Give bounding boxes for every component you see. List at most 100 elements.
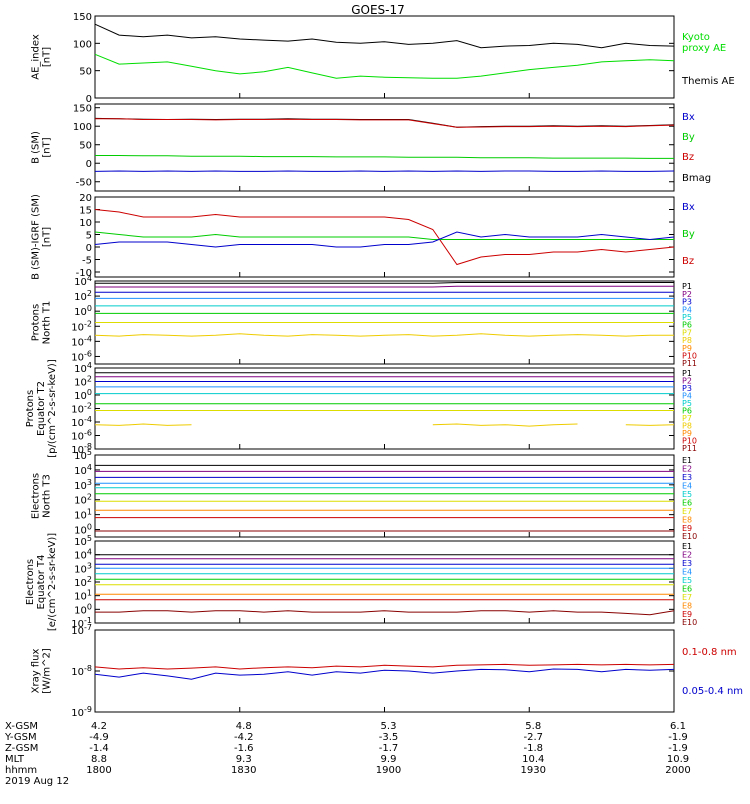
tick-value: 2000 [665, 765, 690, 776]
series-line-0-05-0-4-nm [95, 669, 674, 679]
y-tick-label: 15 [79, 206, 92, 217]
legend-entry: Kyoto [682, 32, 710, 43]
tick-value: 4.2 [91, 721, 107, 732]
y-tick-label: 10-4 [71, 415, 92, 429]
tick-value: 1830 [231, 765, 256, 776]
tick-value: -1.9 [668, 732, 688, 743]
y-tick-label: 100 [74, 388, 92, 402]
legend-entry: P11 [682, 359, 697, 368]
y-tick-label: 100 [73, 122, 92, 133]
series-line-p1 [95, 283, 674, 284]
legend-entry: 0.05-0.4 nm [682, 686, 743, 697]
legend-entry: By [682, 132, 695, 143]
legend-entry: By [682, 229, 695, 240]
y-tick-label: 150 [73, 104, 92, 115]
legend-entry: E10 [682, 532, 697, 541]
y-tick-label: 10-8 [71, 664, 92, 678]
y-tick-label: 102 [74, 575, 92, 589]
y-tick-label: 50 [79, 141, 92, 152]
tick-value: 5.3 [381, 721, 397, 732]
y-tick-label: 105 [74, 448, 92, 462]
tick-value: -1.4 [89, 743, 109, 754]
y-tick-label: 100 [74, 304, 92, 318]
y-tick-label: 0 [86, 243, 92, 254]
panel-frame [95, 368, 674, 449]
y-axis-label: ProtonsEquator T2[p/(cm^2-s-sr-keV)] [25, 359, 58, 458]
row-label: Y-GSM [4, 732, 37, 743]
panel-frame [95, 16, 674, 98]
y-tick-label: 104 [74, 361, 92, 375]
legend-entry: Bmag [682, 173, 711, 184]
tick-value: -4.2 [234, 732, 254, 743]
y-tick-label: 103 [74, 478, 92, 492]
row-label: 2019 Aug 12 [5, 776, 69, 787]
row-label: hhmm [5, 765, 37, 776]
y-axis-label: Xray flux[W/m^2] [31, 648, 53, 694]
y-tick-label: 100 [74, 602, 92, 616]
tick-value: -3.5 [379, 732, 399, 743]
y-tick-label: 10-2 [71, 402, 92, 416]
y-axis-label: AE_index[nT] [31, 34, 53, 80]
row-label: X-GSM [5, 721, 38, 732]
y-tick-label: 104 [74, 463, 92, 477]
y-tick-label: 102 [74, 493, 92, 507]
y-tick-label: 104 [74, 274, 92, 288]
y-axis-label: ElectronsEquator T4[e/(cm^2-s-sr-keV)] [25, 533, 58, 631]
legend-entry: proxy AE [682, 43, 726, 54]
y-axis-label: ElectronsNorth T3 [31, 473, 53, 519]
tick-value: -4.9 [89, 732, 109, 743]
y-tick-label: 10-9 [71, 705, 92, 719]
tick-value: 1930 [521, 765, 546, 776]
y-tick-label: 10-7 [71, 623, 92, 637]
row-label: MLT [5, 754, 25, 765]
y-tick-label: 102 [74, 289, 92, 303]
y-tick-label: 100 [73, 39, 92, 50]
y-tick-label: 105 [74, 534, 92, 548]
series-line-bz [95, 119, 674, 128]
series-line-p8 [95, 334, 674, 336]
panel-p_equator: 10410210010-210-410-610-8ProtonsEquator … [25, 359, 697, 458]
y-tick-label: 101 [74, 508, 92, 522]
legend-entry: Bx [682, 112, 695, 123]
tick-value: 10.4 [522, 754, 544, 765]
y-tick-label: 150 [73, 12, 92, 23]
tick-value: 6.1 [670, 721, 686, 732]
legend-entry: E10 [682, 618, 697, 627]
tick-value: -1.8 [523, 743, 543, 754]
tick-value: 8.8 [91, 754, 107, 765]
series-line-0-1-0-8-nm [95, 664, 674, 669]
tick-value: 9.9 [381, 754, 397, 765]
panel-frame [95, 455, 674, 537]
tick-value: 9.3 [236, 754, 252, 765]
y-axis-label: B (SM)[nT] [31, 131, 53, 164]
y-tick-label: -50 [76, 178, 92, 189]
plot-title: GOES-17 [351, 3, 405, 17]
y-axis-label: ProtonsNorth T1 [31, 301, 53, 345]
panel-frame [95, 104, 674, 191]
y-tick-label: 10-4 [71, 334, 92, 348]
y-tick-label: 5 [86, 231, 92, 242]
series-line-kyoto-proxy-ae [95, 54, 674, 78]
tick-value: 10.9 [667, 754, 689, 765]
series-line-themis-ae [95, 24, 674, 48]
tick-value: 4.8 [236, 721, 252, 732]
series-line-p8 [95, 424, 674, 426]
series-line-e10 [95, 611, 674, 615]
legend-entry: Bx [682, 202, 695, 213]
panel-xray: 10-7 10-8 10-9 Xray flux[W/m^2] 0.1-0.8 nm 0.… [31, 623, 744, 719]
y-tick-label: 10-6 [71, 429, 92, 443]
y-tick-label: 10 [79, 218, 92, 229]
tick-value: -1.6 [234, 743, 254, 754]
series-line-p2 [95, 286, 674, 287]
y-tick-label: 103 [74, 561, 92, 575]
tick-value: -1.9 [668, 743, 688, 754]
y-tick-label: 50 [79, 67, 92, 78]
legend-entry: Bz [682, 152, 694, 163]
legend-entry: 0.1-0.8 nm [682, 647, 737, 658]
